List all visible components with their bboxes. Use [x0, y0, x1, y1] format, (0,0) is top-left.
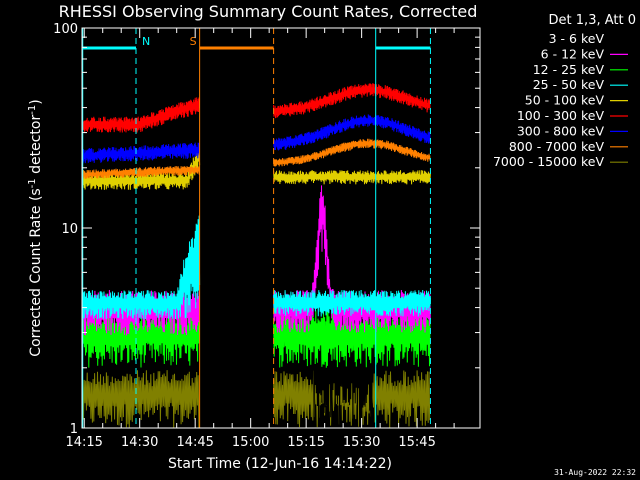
legend-title: Det 1,3, Att 0	[549, 13, 636, 28]
y-axis-label: Corrected Count Rate (s-1 detector-1)	[27, 99, 44, 356]
x-tick-label: 14:45	[176, 435, 213, 450]
series-300-800kev-a	[82, 142, 200, 164]
legend-label: 300 - 800 keV	[517, 123, 605, 138]
series-100-300kev-a	[82, 97, 200, 133]
y-tick-label: 1	[70, 422, 78, 437]
x-tick-label: 14:30	[121, 435, 158, 450]
legend-label: 800 - 7000 keV	[509, 139, 605, 154]
x-tick-label: 15:45	[398, 435, 435, 450]
legend-label: 50 - 100 keV	[525, 93, 605, 108]
footer-date: 31-Aug-2022 22:32	[554, 468, 636, 477]
series-800-7000kev-a	[82, 165, 200, 180]
legend-label: 12 - 25 keV	[533, 62, 605, 77]
series-50-100kev-b	[273, 169, 431, 185]
series-25-50kev-b	[273, 289, 431, 317]
axes-layer: 1 10 100 14:15 14:30 14:45 15:00 15:15 15:30 15:4…	[53, 22, 481, 450]
chart-title: RHESSI Observing Summary Count Rates, Co…	[59, 2, 478, 21]
y-tick-label: 10	[61, 222, 78, 237]
y-tick-label: 100	[53, 22, 78, 37]
x-tick-label: 15:00	[232, 435, 269, 450]
legend-label: 3 - 6 keV	[549, 31, 605, 46]
legend-label: 6 - 12 keV	[541, 46, 605, 61]
x-tick-label: 15:30	[343, 435, 380, 450]
series-800-7000kev-b	[273, 138, 431, 167]
x-tick-label: 14:15	[65, 435, 102, 450]
series-7000-15000kev-b	[273, 370, 431, 428]
series-25-50kev-a	[82, 215, 201, 320]
series-12-25kev-a	[82, 309, 200, 368]
flag-label-s: S	[190, 35, 197, 48]
series-100-300kev-b	[273, 83, 431, 119]
legend-label: 25 - 50 keV	[533, 77, 605, 92]
x-tick-label: 15:15	[287, 435, 324, 450]
series-12-25kev-b	[273, 309, 431, 368]
legend-label: 7000 - 15000 keV	[493, 154, 604, 169]
flag-label-n: N	[142, 35, 150, 48]
data-layer	[82, 83, 431, 428]
series-300-800kev-b	[273, 114, 431, 151]
series-50-100kev-a	[82, 145, 201, 190]
x-axis-label: Start Time (12-Jun-16 14:14:22)	[168, 456, 392, 472]
legend-label: 100 - 300 keV	[517, 108, 605, 123]
series-7000-15000kev-a	[82, 370, 200, 428]
